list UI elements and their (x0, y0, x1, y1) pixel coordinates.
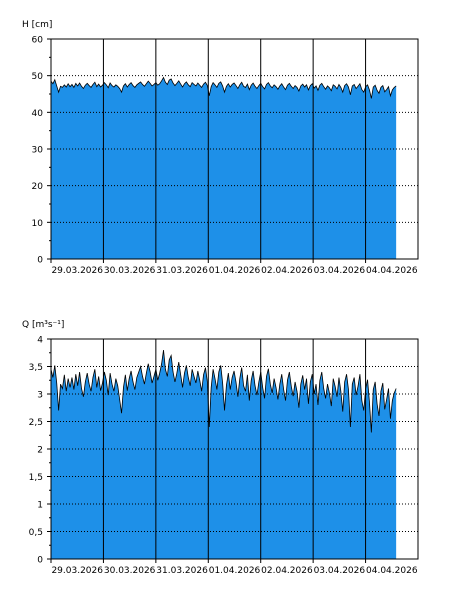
chart-1-series-line (50, 76, 397, 99)
chart-1-x-tick-label: 31.03.2026 (156, 266, 208, 276)
chart-2-y-tick-label: 1 (37, 501, 43, 511)
chart-2-area-fill (51, 350, 397, 559)
chart-2-x-tick-label: 04.04.2026 (366, 566, 418, 576)
chart-2-x-tick-label: 03.04.2026 (314, 566, 366, 576)
chart-2-y-tick-label: 0,5 (29, 528, 43, 538)
chart-1-y-tick-label: 60 (32, 36, 44, 46)
chart-1-y-tick-label: 30 (32, 146, 44, 156)
chart-2-series-line (50, 349, 397, 433)
chart-2-y-tick-label: 2,5 (29, 418, 43, 428)
chart-1-x-tick-label: 02.04.2026 (261, 266, 313, 276)
chart-1-plot-frame (50, 38, 419, 260)
chart-2-x-tick-label: 01.04.2026 (209, 566, 261, 576)
chart-1-x-tick-label: 04.04.2026 (366, 266, 418, 276)
chart-1-y-tick-label: 0 (37, 256, 43, 266)
chart-2-y-tick-label: 4 (37, 336, 43, 346)
chart-1-y-tick-label: 20 (32, 182, 44, 192)
chart-2-plot-frame (50, 338, 419, 560)
chart-1-area-fill (51, 77, 397, 259)
chart-2-x-tick-label: 31.03.2026 (156, 566, 208, 576)
chart-1-y-axis-label: H [cm] (22, 20, 52, 30)
chart-2-y-tick-label: 0 (37, 556, 43, 566)
chart-2-x-tick-label: 02.04.2026 (261, 566, 313, 576)
chart-2-x-tick-label: 29.03.2026 (51, 566, 103, 576)
chart-2-y-axis-label: Q [m³s⁻¹] (22, 320, 64, 330)
chart-1-y-tick-label: 40 (32, 109, 44, 119)
chart-2-y-tick-label: 1,5 (29, 473, 43, 483)
chart-1-y-tick-label: 10 (32, 219, 44, 229)
chart-1-x-tick-label: 29.03.2026 (51, 266, 103, 276)
chart-2-x-tick-label: 30.03.2026 (104, 566, 156, 576)
chart-2-y-tick-label: 3 (37, 391, 43, 401)
chart-1-x-tick-label: 03.04.2026 (314, 266, 366, 276)
chart-2-y-tick-label: 3,5 (29, 363, 43, 373)
chart-2-y-tick-label: 2 (37, 446, 43, 456)
chart-1-x-tick-label: 30.03.2026 (104, 266, 156, 276)
chart-1-y-tick-label: 50 (32, 72, 44, 82)
chart-1-x-tick-label: 01.04.2026 (209, 266, 261, 276)
